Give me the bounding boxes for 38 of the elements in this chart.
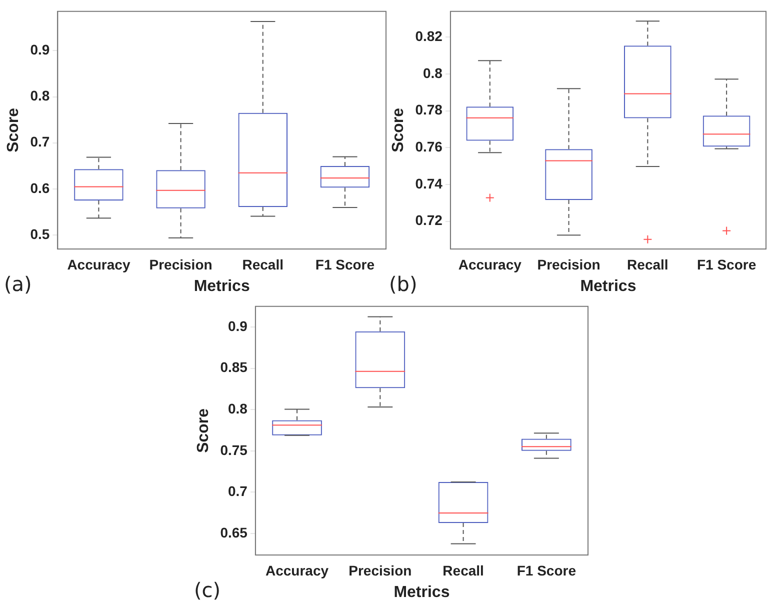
x-axis-title: Metrics	[194, 278, 250, 295]
y-tick-label: 0.74	[415, 175, 443, 192]
x-tick-label: Recall	[442, 562, 484, 578]
y-tick-label: 0.78	[415, 102, 443, 118]
y-tick-label: 0.7	[228, 483, 248, 500]
y-tick-label: 0.76	[415, 138, 443, 155]
y-tick-label: 0.5	[30, 226, 50, 242]
x-tick-label: Precision	[348, 562, 412, 578]
y-tick-label: 0.9	[30, 41, 50, 58]
x-tick-label: Precision	[149, 256, 212, 272]
text: (c)	[194, 578, 221, 602]
text: (a)	[4, 272, 32, 296]
y-axis-title: Score	[195, 408, 212, 453]
x-tick-label: Precision	[537, 256, 600, 272]
y-tick-label: 0.65	[220, 524, 248, 540]
x-tick-label: Recall	[242, 256, 284, 272]
x-tick-label: Recall	[627, 256, 668, 272]
y-tick-label: 0.8	[30, 88, 50, 104]
y-tick-label: 0.6	[30, 180, 50, 196]
y-tick-label: 0.7	[30, 134, 50, 150]
x-tick-label: Accuracy	[265, 562, 329, 578]
y-axis-title: Score	[5, 108, 22, 152]
y-tick-label: 0.75	[220, 442, 248, 458]
y-tick-label: 0.8	[422, 64, 443, 81]
text: (b)	[389, 272, 418, 296]
x-tick-label: Accuracy	[67, 256, 130, 272]
y-axis-title: Score	[390, 108, 408, 152]
y-tick-label: 0.85	[220, 359, 248, 376]
x-tick-label: F1 Score	[696, 256, 756, 272]
x-axis-title: Metrics	[394, 584, 450, 601]
x-tick-label: F1 Score	[516, 562, 576, 578]
x-tick-label: F1 Score	[315, 256, 375, 272]
y-tick-label: 0.72	[415, 212, 443, 228]
x-axis-title: Metrics	[580, 278, 636, 295]
y-tick-label: 0.9	[228, 318, 248, 334]
y-tick-label: 0.8	[228, 400, 248, 416]
x-tick-label: Accuracy	[458, 256, 522, 272]
y-tick-label: 0.82	[415, 28, 443, 44]
